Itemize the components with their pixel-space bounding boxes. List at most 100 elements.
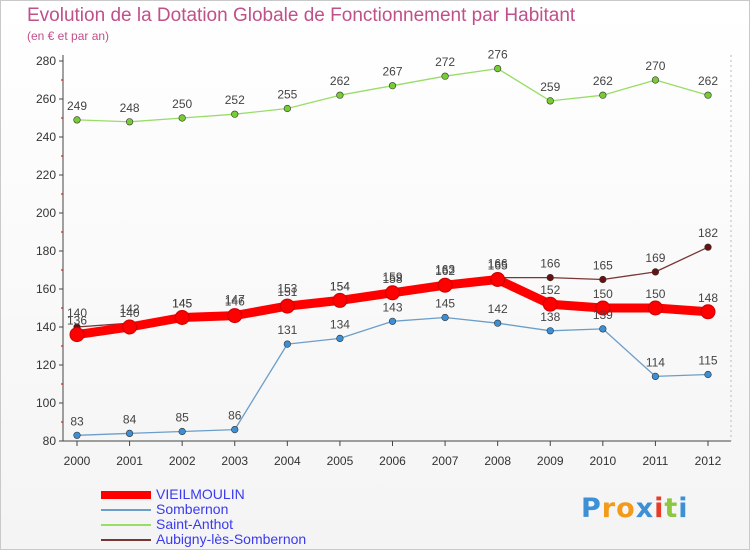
data-point: [332, 292, 348, 308]
legend-swatch: [101, 524, 151, 526]
data-point: [704, 91, 712, 99]
data-label: 162: [435, 264, 455, 278]
data-point: [441, 72, 449, 80]
data-point: [283, 340, 291, 348]
y-tick-label: 100: [36, 396, 56, 410]
data-point: [388, 317, 397, 325]
data-point: [599, 325, 607, 333]
data-label: 272: [435, 55, 455, 69]
data-label: 138: [540, 310, 560, 324]
series-layer: [69, 64, 716, 439]
data-label: 270: [645, 59, 665, 73]
data-label: 114: [646, 355, 665, 369]
data-label: 262: [330, 74, 350, 88]
data-point: [125, 429, 134, 438]
data-point: [651, 268, 660, 276]
data-point: [546, 274, 554, 282]
chart-subtitle: (en € et par an): [27, 29, 110, 43]
x-tick-label: 2005: [327, 454, 354, 468]
data-point: [542, 296, 558, 312]
data-point: [494, 64, 502, 73]
y-tick-label: 280: [36, 54, 56, 68]
data-label: 248: [120, 101, 140, 115]
series-line: [76, 316, 709, 436]
data-point: [174, 310, 190, 325]
data-point: [704, 370, 712, 379]
x-tick-label: 2010: [589, 454, 616, 468]
data-point: [599, 91, 607, 99]
data-point: [651, 372, 660, 381]
data-point: [490, 272, 506, 287]
legend-swatch: [101, 509, 151, 511]
data-labels: 249 248 250 252 255 262 267 272 276 259 262 270 262 8…: [67, 48, 718, 429]
x-tick-label: 2012: [695, 454, 722, 468]
y-tick-label: 180: [36, 244, 56, 258]
data-point: [700, 304, 716, 320]
data-point: [385, 285, 400, 301]
data-label: 86: [228, 409, 242, 423]
data-point: [595, 300, 611, 316]
data-label: 163: [435, 262, 455, 276]
data-label: 169: [645, 251, 665, 265]
proxiti-logo: Proxiti: [581, 493, 689, 524]
data-label: 259: [540, 80, 560, 94]
data-point: [388, 82, 397, 90]
logo-letter: P: [581, 493, 602, 524]
data-point: [441, 313, 449, 322]
data-label: 143: [382, 300, 402, 314]
y-tick-label: 160: [36, 282, 56, 296]
y-tick-label: 220: [36, 168, 56, 182]
legend-label: VIEILMOULIN: [156, 486, 245, 502]
data-point: [494, 319, 502, 327]
data-label: 262: [698, 74, 718, 88]
logo-letter: x: [635, 493, 655, 524]
logo-letter: o: [616, 493, 636, 524]
logo-letter: i: [678, 493, 689, 524]
y-tick-label: 80: [43, 434, 57, 448]
x-tick-label: 2011: [643, 454, 669, 468]
data-label: 142: [120, 302, 140, 316]
data-point: [178, 427, 186, 436]
data-label: 153: [277, 281, 297, 295]
chart-axes: 80 100 120 140 160 180 200 220 240 260 280 2000 2001…: [36, 54, 732, 468]
data-label: 84: [123, 412, 137, 426]
data-label: 140: [67, 306, 87, 320]
x-tick-label: 2003: [221, 454, 248, 468]
series-vieilmoulin: [69, 272, 716, 343]
legend-label: Sombernon: [156, 501, 229, 517]
data-label: 148: [698, 291, 718, 305]
data-label: 166: [488, 257, 508, 271]
data-label: 145: [172, 297, 192, 311]
data-label: 154: [330, 279, 350, 293]
data-label: 83: [70, 414, 84, 428]
data-label: 146: [225, 295, 245, 309]
y-tick-label: 200: [36, 206, 56, 220]
x-tick-label: 2009: [537, 454, 564, 468]
x-tick-label: 2008: [484, 454, 511, 468]
data-label: 147: [225, 293, 245, 307]
data-label: 276: [488, 48, 508, 62]
data-label: 255: [277, 88, 297, 102]
x-tick-label: 2000: [64, 454, 91, 468]
data-label: 267: [382, 65, 402, 79]
data-point: [283, 104, 291, 113]
logo-letter: t: [664, 493, 679, 524]
data-point: [336, 334, 344, 343]
logo-letter: r: [601, 493, 617, 524]
data-point: [73, 116, 81, 124]
data-point: [599, 275, 607, 284]
legend-label: Aubigny-lès-Sombernon: [156, 531, 307, 547]
data-point: [279, 298, 295, 314]
data-point: [231, 426, 239, 434]
x-tick-label: 2006: [379, 454, 406, 468]
y-tick-label: 260: [36, 92, 56, 106]
data-label: 158: [382, 272, 402, 286]
data-label: 131: [277, 323, 297, 337]
x-tick-label: 2007: [432, 454, 459, 468]
legend-swatch: [101, 539, 151, 541]
data-label: 139: [593, 308, 613, 322]
data-label: 262: [593, 74, 613, 88]
data-point: [546, 327, 554, 335]
